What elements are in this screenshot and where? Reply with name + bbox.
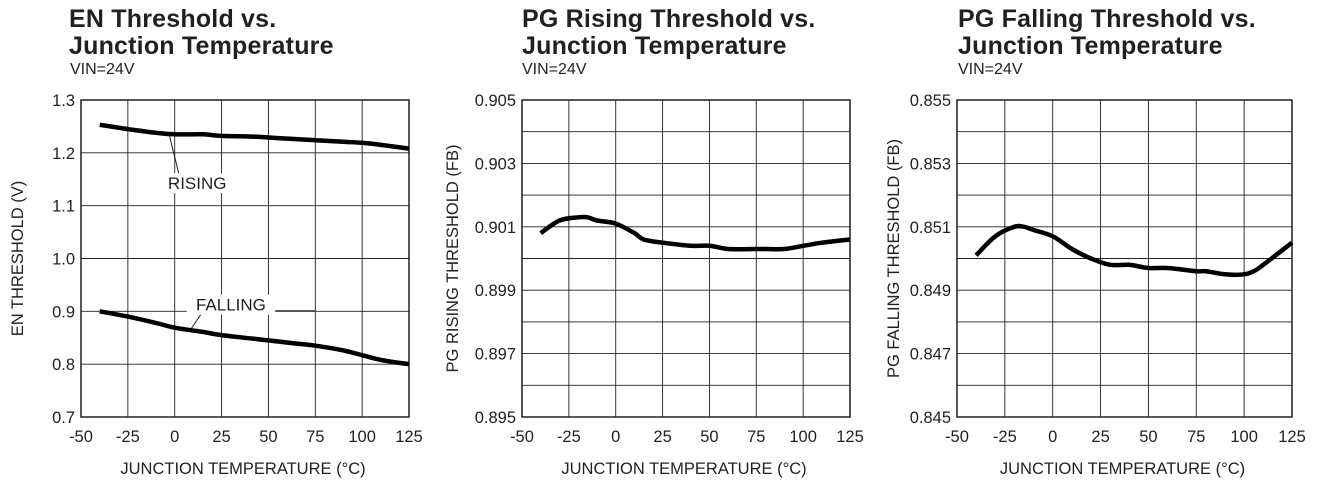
y-tick-label: 1.2 xyxy=(52,145,75,163)
y-tick-label: 0.9 xyxy=(52,303,75,321)
series-line xyxy=(99,309,410,367)
chart-plot: -50 -25 0 25 50 75 100 125 0.7 0.8 0.9 1.0 1.1 1.2 1.3… xyxy=(9,92,423,478)
chart-title-line-1: EN Threshold vs. xyxy=(69,5,277,33)
x-tick-label: 100 xyxy=(1230,428,1258,446)
y-tick-label: 0.895 xyxy=(475,409,516,427)
x-tick-label: -50 xyxy=(945,428,969,446)
chart-title: EN Threshold vs. Junction Temperature xyxy=(69,6,334,60)
x-tick-label: -25 xyxy=(993,428,1017,446)
chart-title-line-2: Junction Temperature xyxy=(522,32,787,60)
x-tick-label: -25 xyxy=(116,428,140,446)
y-tick-label: 0.901 xyxy=(475,219,516,237)
y-tick-label: 0.853 xyxy=(910,155,951,173)
x-tick-label: 125 xyxy=(1278,428,1306,446)
x-axis-label: JUNCTION TEMPERATURE (°C) xyxy=(1000,460,1245,478)
y-tick-label: 1.3 xyxy=(52,92,75,110)
chart-condition: VIN=24V xyxy=(958,61,1023,78)
y-tick-label: 0.7 xyxy=(52,409,75,427)
x-tick-label: 100 xyxy=(348,428,376,446)
y-tick-label: 0.905 xyxy=(475,92,516,110)
series-line xyxy=(539,214,851,252)
y-tick-label: 0.855 xyxy=(910,92,951,110)
plot-frame xyxy=(956,99,1293,418)
y-tick-label: 0.8 xyxy=(52,356,75,374)
plot-frame xyxy=(80,99,410,418)
chart-title-line-1: PG Falling Threshold vs. xyxy=(958,5,1256,33)
pg-rising-threshold-chart: PG Rising Threshold vs. Junction Tempera… xyxy=(441,0,881,484)
y-tick-label: 0.897 xyxy=(475,346,516,364)
y-tick-label: 0.845 xyxy=(910,409,951,427)
x-tick-label: 75 xyxy=(1187,428,1205,446)
chart-title-line-1: PG Rising Threshold vs. xyxy=(522,5,816,33)
annotation-leader xyxy=(168,134,180,176)
x-tick-label: 25 xyxy=(1091,428,1109,446)
pg-falling-threshold-chart: PG Falling Threshold vs. Junction Temper… xyxy=(882,0,1322,484)
y-tick-label: 1.1 xyxy=(52,198,75,216)
x-tick-label: 0 xyxy=(170,428,179,446)
x-tick-label: 0 xyxy=(1048,428,1057,446)
y-axis-label: EN THRESHOLD (V) xyxy=(9,181,27,337)
x-axis-label: JUNCTION TEMPERATURE (°C) xyxy=(561,460,806,478)
y-axis-label: PG RISING THRESHOLD (FB) xyxy=(444,145,462,373)
x-tick-label: 50 xyxy=(700,428,718,446)
chart-plot: -50 -25 0 25 50 75 100 125 0.895 0.897 0.899 0.901 0… xyxy=(444,92,864,478)
en-threshold-chart: EN Threshold vs. Junction Temperature VI… xyxy=(0,0,440,484)
x-tick-label: 125 xyxy=(836,428,864,446)
x-tick-label: -50 xyxy=(69,428,93,446)
chart-title-line-2: Junction Temperature xyxy=(69,32,334,60)
annotation-label-bg xyxy=(186,294,276,315)
annotation-label: RISING xyxy=(168,174,227,193)
y-tick-label: 0.851 xyxy=(910,219,951,237)
y-tick-label: 0.899 xyxy=(475,282,516,300)
series-line xyxy=(974,223,1294,277)
x-tick-label: 100 xyxy=(789,428,817,446)
chart-title-line-2: Junction Temperature xyxy=(958,32,1223,60)
x-tick-label: -50 xyxy=(510,428,534,446)
x-axis-label: JUNCTION TEMPERATURE (°C) xyxy=(120,460,365,478)
y-tick-label: 0.847 xyxy=(910,346,951,364)
series-line xyxy=(99,122,410,151)
plot-frame xyxy=(521,99,851,418)
y-tick-label: 0.903 xyxy=(475,155,516,173)
x-tick-label: 25 xyxy=(212,428,230,446)
chart-title: PG Rising Threshold vs. Junction Tempera… xyxy=(522,6,816,60)
x-tick-label: 75 xyxy=(747,428,765,446)
x-tick-label: 50 xyxy=(259,428,277,446)
x-tick-label: 0 xyxy=(611,428,620,446)
y-axis-label: PG FALLING THRESHOLD (FB) xyxy=(885,139,903,378)
annotation-label-bg xyxy=(158,173,236,194)
y-tick-label: 1.0 xyxy=(52,251,75,269)
chart-plot: -50 -25 0 25 50 75 100 125 0.845 0.847 0.849 0.851 0… xyxy=(885,92,1306,478)
chart-condition: VIN=24V xyxy=(522,61,587,78)
chart-title: PG Falling Threshold vs. Junction Temper… xyxy=(958,6,1256,60)
annotation-label: FALLING xyxy=(196,296,266,315)
x-tick-label: 125 xyxy=(395,428,423,446)
y-tick-label: 0.849 xyxy=(910,282,951,300)
x-tick-label: 25 xyxy=(653,428,671,446)
x-tick-label: 75 xyxy=(306,428,324,446)
x-tick-label: 50 xyxy=(1139,428,1157,446)
chart-condition: VIN=24V xyxy=(70,61,135,78)
x-tick-label: -25 xyxy=(557,428,581,446)
